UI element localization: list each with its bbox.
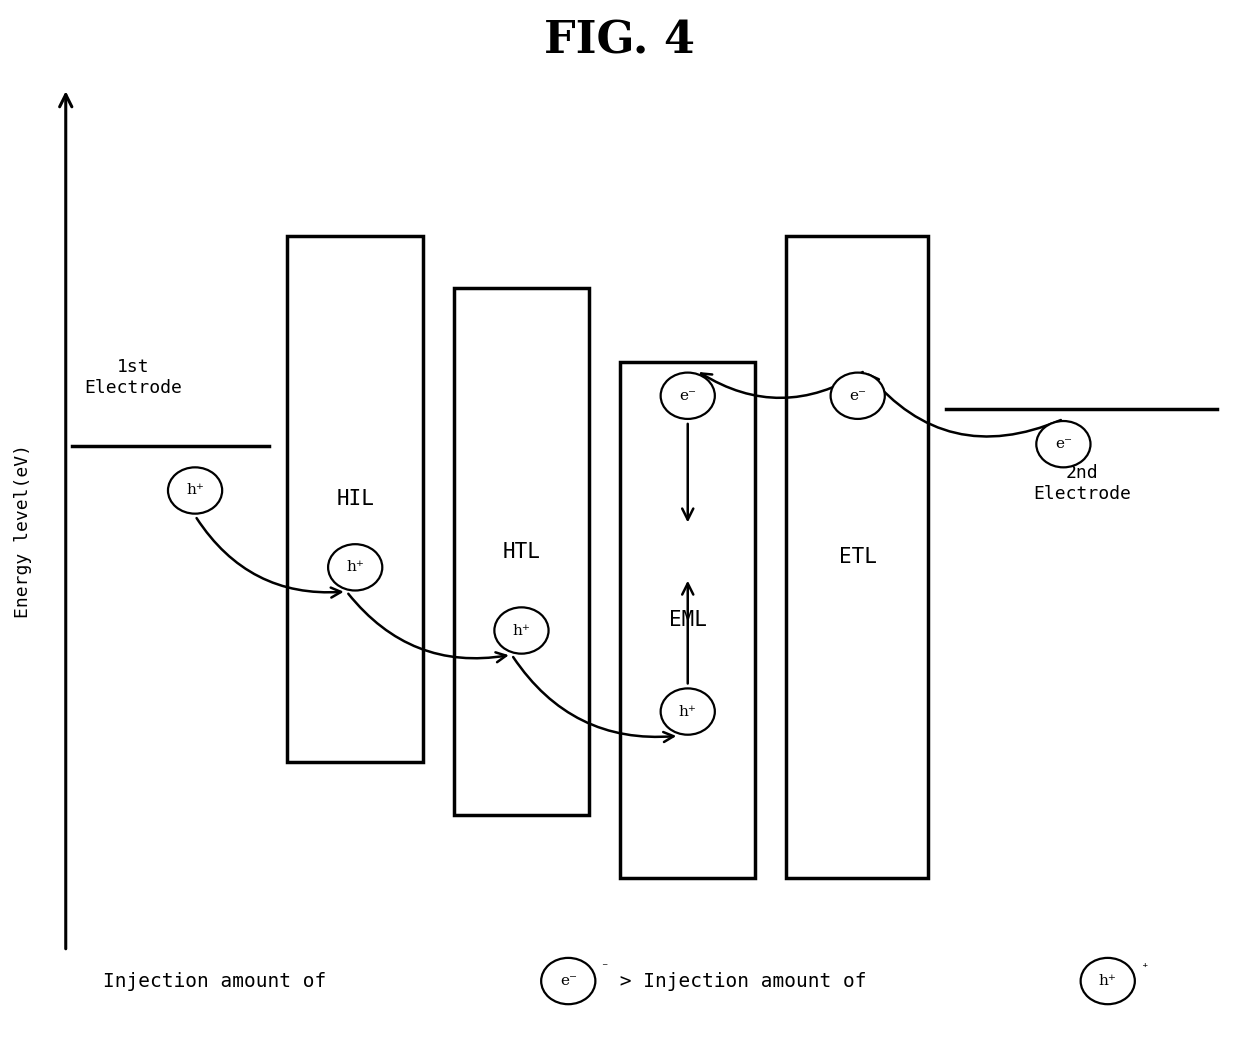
- Circle shape: [661, 689, 714, 734]
- Text: h⁺: h⁺: [1099, 974, 1117, 988]
- Bar: [620, 362, 755, 877]
- Text: Injection amount of: Injection amount of: [103, 972, 337, 991]
- Circle shape: [1080, 958, 1135, 1004]
- Text: e⁻: e⁻: [1055, 437, 1071, 451]
- Circle shape: [495, 607, 548, 654]
- Text: h⁺: h⁺: [186, 484, 205, 498]
- Circle shape: [541, 958, 595, 1004]
- Text: ETL: ETL: [838, 546, 877, 567]
- Circle shape: [1037, 421, 1090, 467]
- Text: ⁻: ⁻: [600, 961, 609, 975]
- Text: e⁻: e⁻: [849, 388, 867, 403]
- Circle shape: [831, 372, 885, 419]
- FancyArrowPatch shape: [348, 594, 506, 662]
- Bar: [786, 236, 928, 877]
- Text: EML: EML: [668, 610, 707, 630]
- Text: 2nd
Electrode: 2nd Electrode: [1033, 464, 1131, 503]
- Circle shape: [167, 467, 222, 514]
- Text: HIL: HIL: [336, 489, 374, 509]
- Text: ⁺: ⁺: [1140, 961, 1148, 975]
- Text: e⁻: e⁻: [559, 974, 577, 988]
- Text: HTL: HTL: [502, 541, 541, 561]
- Text: h⁺: h⁺: [512, 624, 531, 638]
- Bar: [454, 289, 589, 815]
- Circle shape: [329, 544, 382, 591]
- Text: h⁺: h⁺: [346, 560, 365, 574]
- Text: 1st
Electrode: 1st Electrode: [84, 359, 182, 397]
- Text: FIG. 4: FIG. 4: [544, 20, 696, 63]
- Text: e⁻: e⁻: [680, 388, 696, 403]
- FancyArrowPatch shape: [513, 657, 673, 742]
- Text: h⁺: h⁺: [678, 705, 697, 718]
- FancyArrowPatch shape: [197, 518, 341, 597]
- FancyArrowPatch shape: [869, 375, 1061, 436]
- FancyArrowPatch shape: [701, 372, 863, 398]
- Bar: [288, 236, 423, 762]
- Text: > Injection amount of: > Injection amount of: [608, 972, 878, 991]
- Text: Energy level(eV): Energy level(eV): [14, 443, 32, 618]
- Circle shape: [661, 372, 714, 419]
